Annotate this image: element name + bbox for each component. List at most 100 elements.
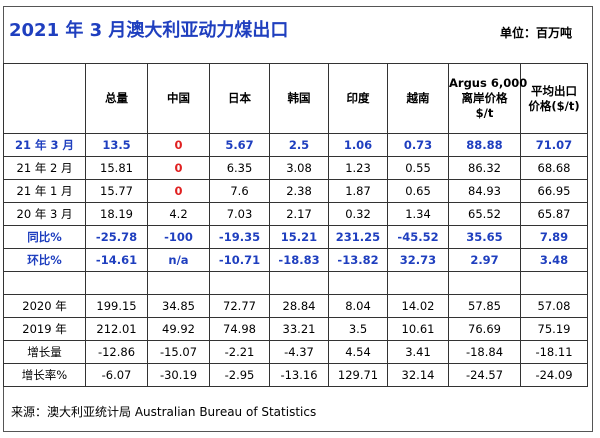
table-cell: 74.98 xyxy=(209,317,270,341)
table-cell: -30.19 xyxy=(147,363,210,387)
table-cell: 66.95 xyxy=(520,179,588,203)
header-row: 总量 中国 日本 韩国 印度 越南 Argus 6,000 离岸价格 $/t 平均出口 价格($/t… xyxy=(3,63,588,134)
table-cell: -24.09 xyxy=(520,363,588,387)
column-header: 日本 xyxy=(209,63,270,134)
table-cell: 1.34 xyxy=(387,202,449,226)
table-cell: 212.01 xyxy=(85,317,148,341)
column-header-line: 平均出口 xyxy=(531,83,577,98)
table-row: 环比% -14.61 n/a -10.71 -18.83 -13.82 32.73 2.97 3… xyxy=(3,248,588,272)
table-cell: 84.93 xyxy=(448,179,521,203)
report-title: 2021 年 3 月澳大利亚动力煤出口 xyxy=(9,20,289,41)
table-cell: 6.35 xyxy=(209,156,270,180)
table-cell: 76.69 xyxy=(448,317,521,341)
table-cell: -18.11 xyxy=(520,340,588,364)
table-cell: -18.83 xyxy=(269,248,329,272)
row-label: 21 年 3 月 xyxy=(3,133,86,157)
column-header: 越南 xyxy=(387,63,449,134)
table-cell: 32.73 xyxy=(387,248,449,272)
table-row: 21 年 3 月 13.5 0 5.67 2.5 1.06 0.73 88.88 71.07 xyxy=(3,133,588,157)
table-cell: -14.61 xyxy=(85,248,148,272)
table-cell: 14.02 xyxy=(387,294,449,318)
table-cell: -24.57 xyxy=(448,363,521,387)
table-cell: 8.04 xyxy=(328,294,388,318)
table-cell: 0 xyxy=(147,156,210,180)
table-cell: 57.85 xyxy=(448,294,521,318)
row-label: 21 年 2 月 xyxy=(3,156,86,180)
table-row: 21 年 2 月 15.81 0 6.35 3.08 1.23 0.55 86.32 68.68 xyxy=(3,156,588,180)
table-cell: 2.17 xyxy=(269,202,329,226)
column-header: 平均出口 价格($/t) xyxy=(520,63,588,134)
column-header-line: Argus 6,000 xyxy=(449,76,528,90)
table-cell xyxy=(85,271,148,295)
table-cell: -19.35 xyxy=(209,225,270,249)
table-cell xyxy=(269,271,329,295)
table-cell: 15.81 xyxy=(85,156,148,180)
table-row: 21 年 1 月 15.77 0 7.6 2.38 1.87 0.65 84.93 66.95 xyxy=(3,179,588,203)
table-cell xyxy=(209,271,270,295)
table-cell: -6.07 xyxy=(85,363,148,387)
table-cell: 0.55 xyxy=(387,156,449,180)
table-cell: -13.16 xyxy=(269,363,329,387)
table-cell: 88.88 xyxy=(448,133,521,157)
table-cell: -10.71 xyxy=(209,248,270,272)
table-cell: -45.52 xyxy=(387,225,449,249)
table-row: 增长率% -6.07 -30.19 -2.95 -13.16 129.71 32.14 -24… xyxy=(3,363,588,387)
row-label: 同比% xyxy=(3,225,86,249)
table-cell: 1.87 xyxy=(328,179,388,203)
table-cell: 10.61 xyxy=(387,317,449,341)
table-cell: 7.6 xyxy=(209,179,270,203)
column-header: 印度 xyxy=(328,63,388,134)
table-cell: 3.08 xyxy=(269,156,329,180)
table-cell: -12.86 xyxy=(85,340,148,364)
unit-label: 单位：百万吨 xyxy=(499,26,572,40)
table-row: 2020 年 199.15 34.85 72.77 28.84 8.04 14.02 57.8… xyxy=(3,294,588,318)
table-cell: 86.32 xyxy=(448,156,521,180)
table-cell: 3.48 xyxy=(520,248,588,272)
column-header-line: $/t xyxy=(475,106,494,120)
table-cell: 13.5 xyxy=(85,133,148,157)
table-cell: -25.78 xyxy=(85,225,148,249)
table-cell: 1.06 xyxy=(328,133,388,157)
table-cell: 33.21 xyxy=(269,317,329,341)
row-label: 增长率% xyxy=(3,363,86,387)
table-cell: 7.89 xyxy=(520,225,588,249)
table-cell xyxy=(147,271,210,295)
table-cell xyxy=(520,271,588,295)
table-cell: 72.77 xyxy=(209,294,270,318)
spacer-row xyxy=(3,271,588,295)
table-cell: 0 xyxy=(147,179,210,203)
table-cell: -4.37 xyxy=(269,340,329,364)
table-cell: 199.15 xyxy=(85,294,148,318)
table-cell: -2.21 xyxy=(209,340,270,364)
table-cell: 68.68 xyxy=(520,156,588,180)
table-cell: 32.14 xyxy=(387,363,449,387)
table-cell: 75.19 xyxy=(520,317,588,341)
table-cell: 2.97 xyxy=(448,248,521,272)
table-cell: n/a xyxy=(147,248,210,272)
table-cell: -15.07 xyxy=(147,340,210,364)
source-note: 来源：澳大利亚统计局 Australian Bureau of Statisti… xyxy=(11,405,317,419)
header-corner xyxy=(3,63,86,134)
table-cell: 2.38 xyxy=(269,179,329,203)
table-cell: 0.65 xyxy=(387,179,449,203)
table-cell xyxy=(387,271,449,295)
table-row: 2019 年 212.01 49.92 74.98 33.21 3.5 10.61 76.69… xyxy=(3,317,588,341)
table-cell: 129.71 xyxy=(328,363,388,387)
row-label: 21 年 1 月 xyxy=(3,179,86,203)
table-cell: 35.65 xyxy=(448,225,521,249)
table-cell: 49.92 xyxy=(147,317,210,341)
table-cell: 18.19 xyxy=(85,202,148,226)
table-cell: 0.73 xyxy=(387,133,449,157)
table-cell: 65.87 xyxy=(520,202,588,226)
table-cell: 7.03 xyxy=(209,202,270,226)
table-row: 同比% -25.78 -100 -19.35 15.21 231.25 -45.52 35.6… xyxy=(3,225,588,249)
table-cell: 0.32 xyxy=(328,202,388,226)
row-label: 2020 年 xyxy=(3,294,86,318)
table-cell: 5.67 xyxy=(209,133,270,157)
column-header: Argus 6,000 离岸价格 $/t xyxy=(448,63,528,134)
table-row: 20 年 3 月 18.19 4.2 7.03 2.17 0.32 1.34 65.52 65.… xyxy=(3,202,588,226)
table-row: 增长量 -12.86 -15.07 -2.21 -4.37 4.54 3.41 -18.84-… xyxy=(3,340,588,364)
table-cell: 4.54 xyxy=(328,340,388,364)
table-cell: 15.21 xyxy=(269,225,329,249)
column-header-line: 价格($/t) xyxy=(528,98,580,113)
